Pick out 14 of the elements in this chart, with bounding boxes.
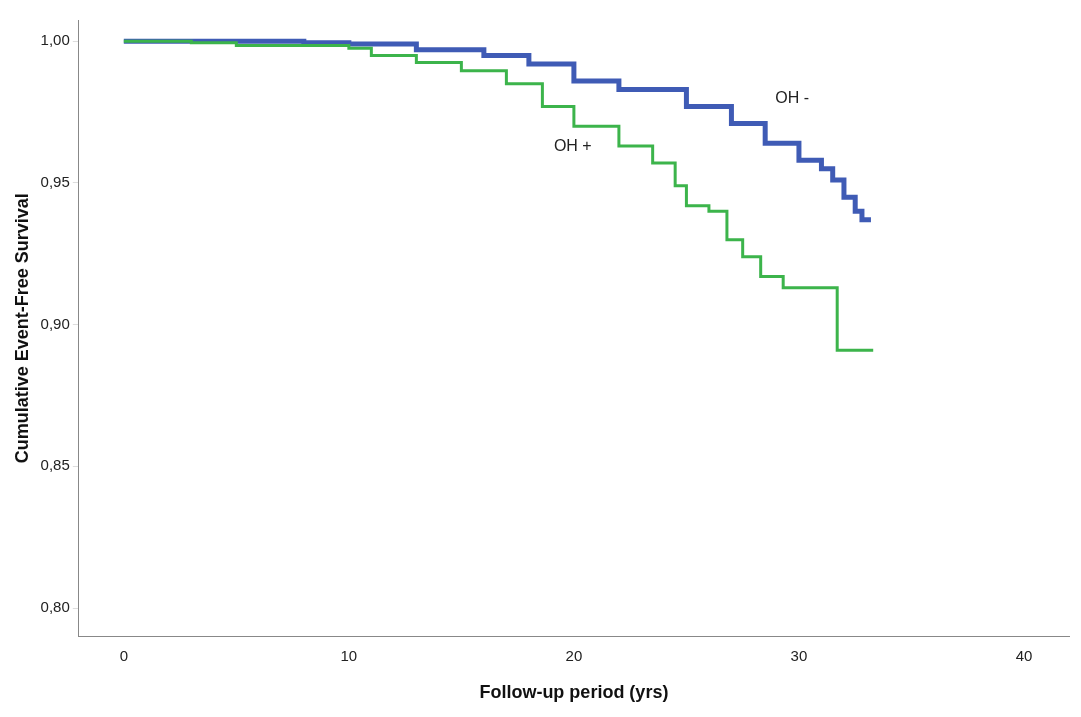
y-axis-title: Cumulative Event-Free Survival bbox=[11, 193, 32, 464]
y-tick-label: 0,95 bbox=[40, 173, 70, 191]
y-tick-label: 0,80 bbox=[40, 598, 70, 616]
x-tick-label: 0 bbox=[119, 646, 128, 664]
x-axis-title: Follow-up period (yrs) bbox=[479, 682, 669, 703]
y-tick-label: 0,85 bbox=[40, 456, 70, 474]
y-tick-label: 0,90 bbox=[40, 314, 70, 332]
x-tick-label: 30 bbox=[790, 646, 808, 664]
x-tick-label: 20 bbox=[565, 646, 583, 664]
series-label: OH + bbox=[553, 137, 592, 155]
x-tick-label: 40 bbox=[1015, 646, 1033, 664]
y-tick-label: 1,00 bbox=[40, 31, 70, 49]
series-label: OH - bbox=[775, 89, 809, 107]
x-tick-label: 10 bbox=[340, 646, 358, 664]
